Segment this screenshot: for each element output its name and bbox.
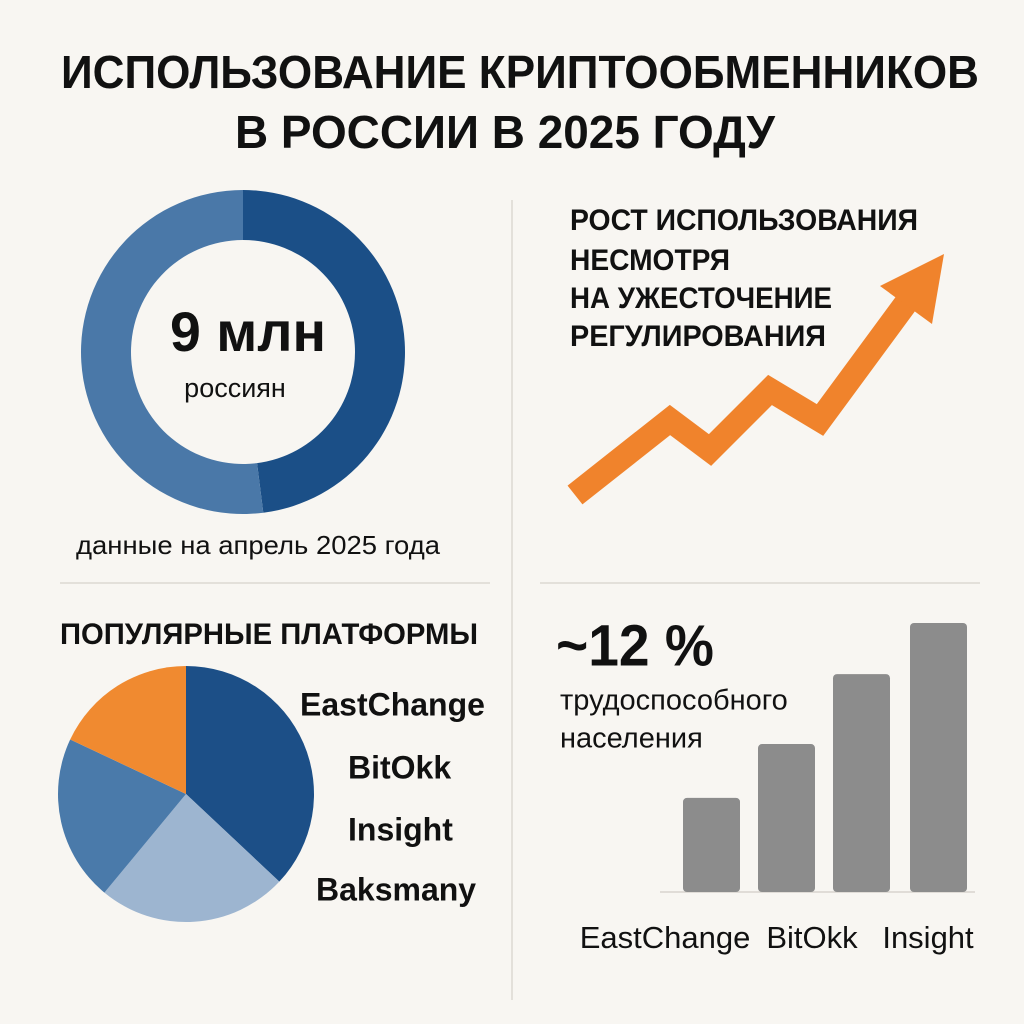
trend-title: НА УЖЕСТОЧЕНИЕ bbox=[570, 282, 832, 315]
bar bbox=[910, 623, 967, 892]
trend-title: НЕСМОТРЯ bbox=[570, 244, 730, 277]
donut-note: данные на апрель 2025 года bbox=[76, 530, 441, 560]
bar bbox=[833, 674, 890, 892]
pie-legend-label: EastChange bbox=[300, 686, 485, 722]
pie-slice bbox=[104, 794, 280, 922]
pie-title: ПОПУЛЯРНЫЕ ПЛАТФОРМЫ bbox=[60, 618, 478, 651]
donut-center-value: 9 млн bbox=[170, 300, 326, 363]
trend-title: РЕГУЛИРОВАНИЯ bbox=[570, 320, 826, 353]
pie-legend-label: Baksmany bbox=[316, 871, 476, 907]
bar bbox=[758, 744, 815, 892]
pie-legend-label: Insight bbox=[348, 811, 453, 847]
pie-slice bbox=[70, 666, 186, 794]
donut-segment bbox=[81, 190, 264, 514]
pie-slice bbox=[186, 666, 314, 882]
bar bbox=[683, 797, 740, 892]
bar-category-label: Insight bbox=[882, 920, 974, 955]
title-line: В РОССИИ В 2025 ГОДУ bbox=[235, 106, 776, 158]
pie-slice bbox=[57, 739, 186, 893]
trend-arrow bbox=[567, 287, 922, 505]
bar-subtitle: населения bbox=[560, 723, 703, 755]
bar-headline: ~12 % bbox=[556, 613, 714, 678]
title-line: ИСПОЛЬЗОВАНИЕ КРИПТООБМЕННИКОВ bbox=[61, 46, 979, 98]
donut-center-label: россиян bbox=[184, 373, 286, 403]
donut-segment bbox=[243, 190, 406, 513]
bar-subtitle: трудоспособного bbox=[560, 685, 788, 717]
pie-legend-label: BitOkk bbox=[348, 749, 451, 785]
trend-title: РОСТ ИСПОЛЬЗОВАНИЯ bbox=[570, 204, 918, 237]
bar-category-label: BitOkk bbox=[766, 920, 858, 955]
bar-category-label: EastChange bbox=[580, 920, 751, 955]
trend-arrowhead bbox=[880, 254, 944, 324]
